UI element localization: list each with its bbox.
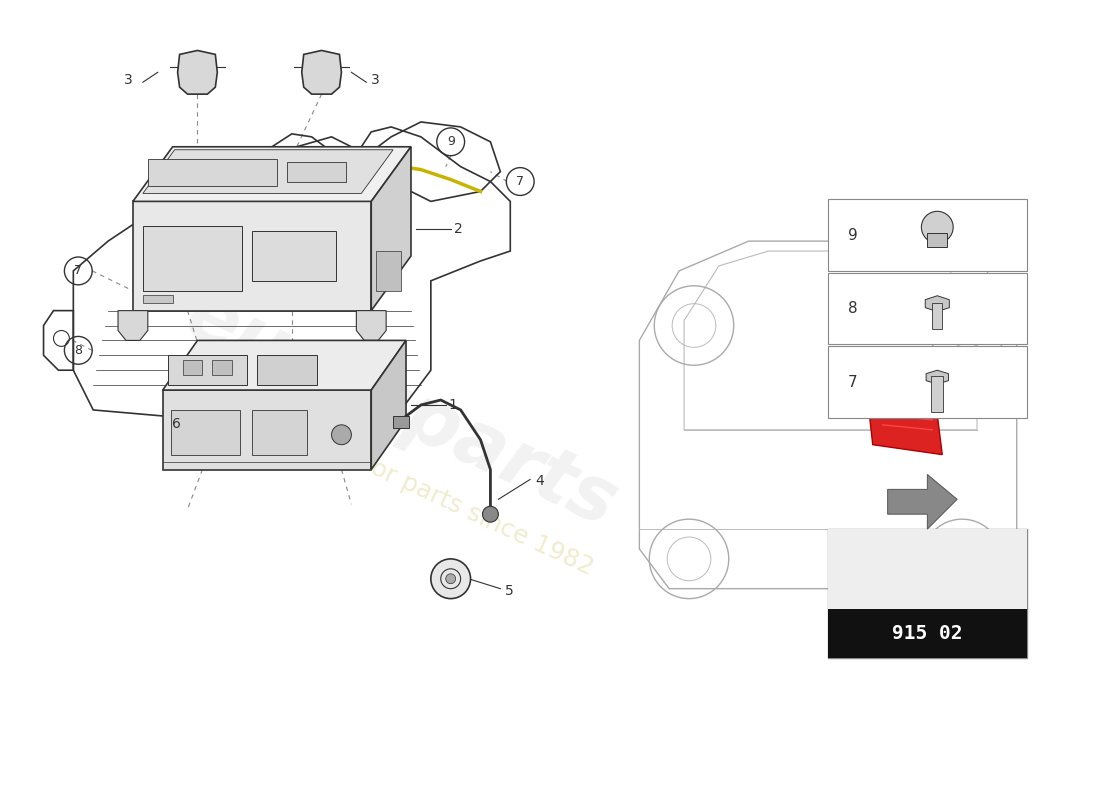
FancyBboxPatch shape <box>828 199 1026 271</box>
Text: 915 02: 915 02 <box>892 624 962 643</box>
Circle shape <box>446 574 455 584</box>
FancyBboxPatch shape <box>927 233 947 247</box>
Polygon shape <box>177 50 218 94</box>
FancyBboxPatch shape <box>932 376 943 412</box>
Circle shape <box>331 425 351 445</box>
Text: a passion for parts since 1982: a passion for parts since 1982 <box>244 398 597 580</box>
Text: 8: 8 <box>848 301 858 316</box>
Polygon shape <box>888 474 957 529</box>
Text: 9: 9 <box>447 135 454 148</box>
FancyBboxPatch shape <box>828 273 1026 344</box>
Text: 1: 1 <box>449 398 458 412</box>
Polygon shape <box>372 341 406 470</box>
Text: 2: 2 <box>453 222 462 236</box>
Polygon shape <box>301 50 341 94</box>
Polygon shape <box>163 390 372 470</box>
Text: 7: 7 <box>516 175 525 188</box>
FancyBboxPatch shape <box>828 609 1026 658</box>
Text: 6: 6 <box>172 417 180 431</box>
Circle shape <box>431 559 471 598</box>
FancyBboxPatch shape <box>393 416 409 428</box>
Polygon shape <box>926 370 948 384</box>
Polygon shape <box>118 310 147 341</box>
FancyBboxPatch shape <box>143 226 242 290</box>
Text: 7: 7 <box>848 374 858 390</box>
Polygon shape <box>143 150 393 194</box>
FancyBboxPatch shape <box>828 529 1026 609</box>
Polygon shape <box>372 146 411 310</box>
FancyBboxPatch shape <box>257 355 317 385</box>
Polygon shape <box>356 310 386 341</box>
Text: eurosparts: eurosparts <box>174 278 628 542</box>
Text: 3: 3 <box>372 74 379 87</box>
FancyBboxPatch shape <box>170 410 240 454</box>
Circle shape <box>922 211 954 243</box>
FancyBboxPatch shape <box>376 251 402 290</box>
FancyBboxPatch shape <box>212 360 232 375</box>
Text: 4: 4 <box>535 474 543 489</box>
Text: 3: 3 <box>124 74 133 87</box>
Text: 7: 7 <box>75 265 82 278</box>
Circle shape <box>483 506 498 522</box>
FancyBboxPatch shape <box>143 294 173 302</box>
FancyBboxPatch shape <box>183 360 202 375</box>
Polygon shape <box>925 296 949 312</box>
Text: 9: 9 <box>848 228 858 242</box>
FancyBboxPatch shape <box>828 346 1026 418</box>
FancyBboxPatch shape <box>287 162 346 182</box>
FancyBboxPatch shape <box>167 355 248 385</box>
FancyBboxPatch shape <box>147 158 277 186</box>
Polygon shape <box>133 202 372 310</box>
Polygon shape <box>163 341 406 390</box>
FancyBboxPatch shape <box>252 231 337 281</box>
FancyBboxPatch shape <box>933 302 943 329</box>
FancyBboxPatch shape <box>828 529 1026 658</box>
Polygon shape <box>868 400 943 454</box>
FancyBboxPatch shape <box>252 410 307 454</box>
Text: 8: 8 <box>75 344 82 357</box>
Text: 5: 5 <box>505 584 514 598</box>
Polygon shape <box>133 146 411 202</box>
